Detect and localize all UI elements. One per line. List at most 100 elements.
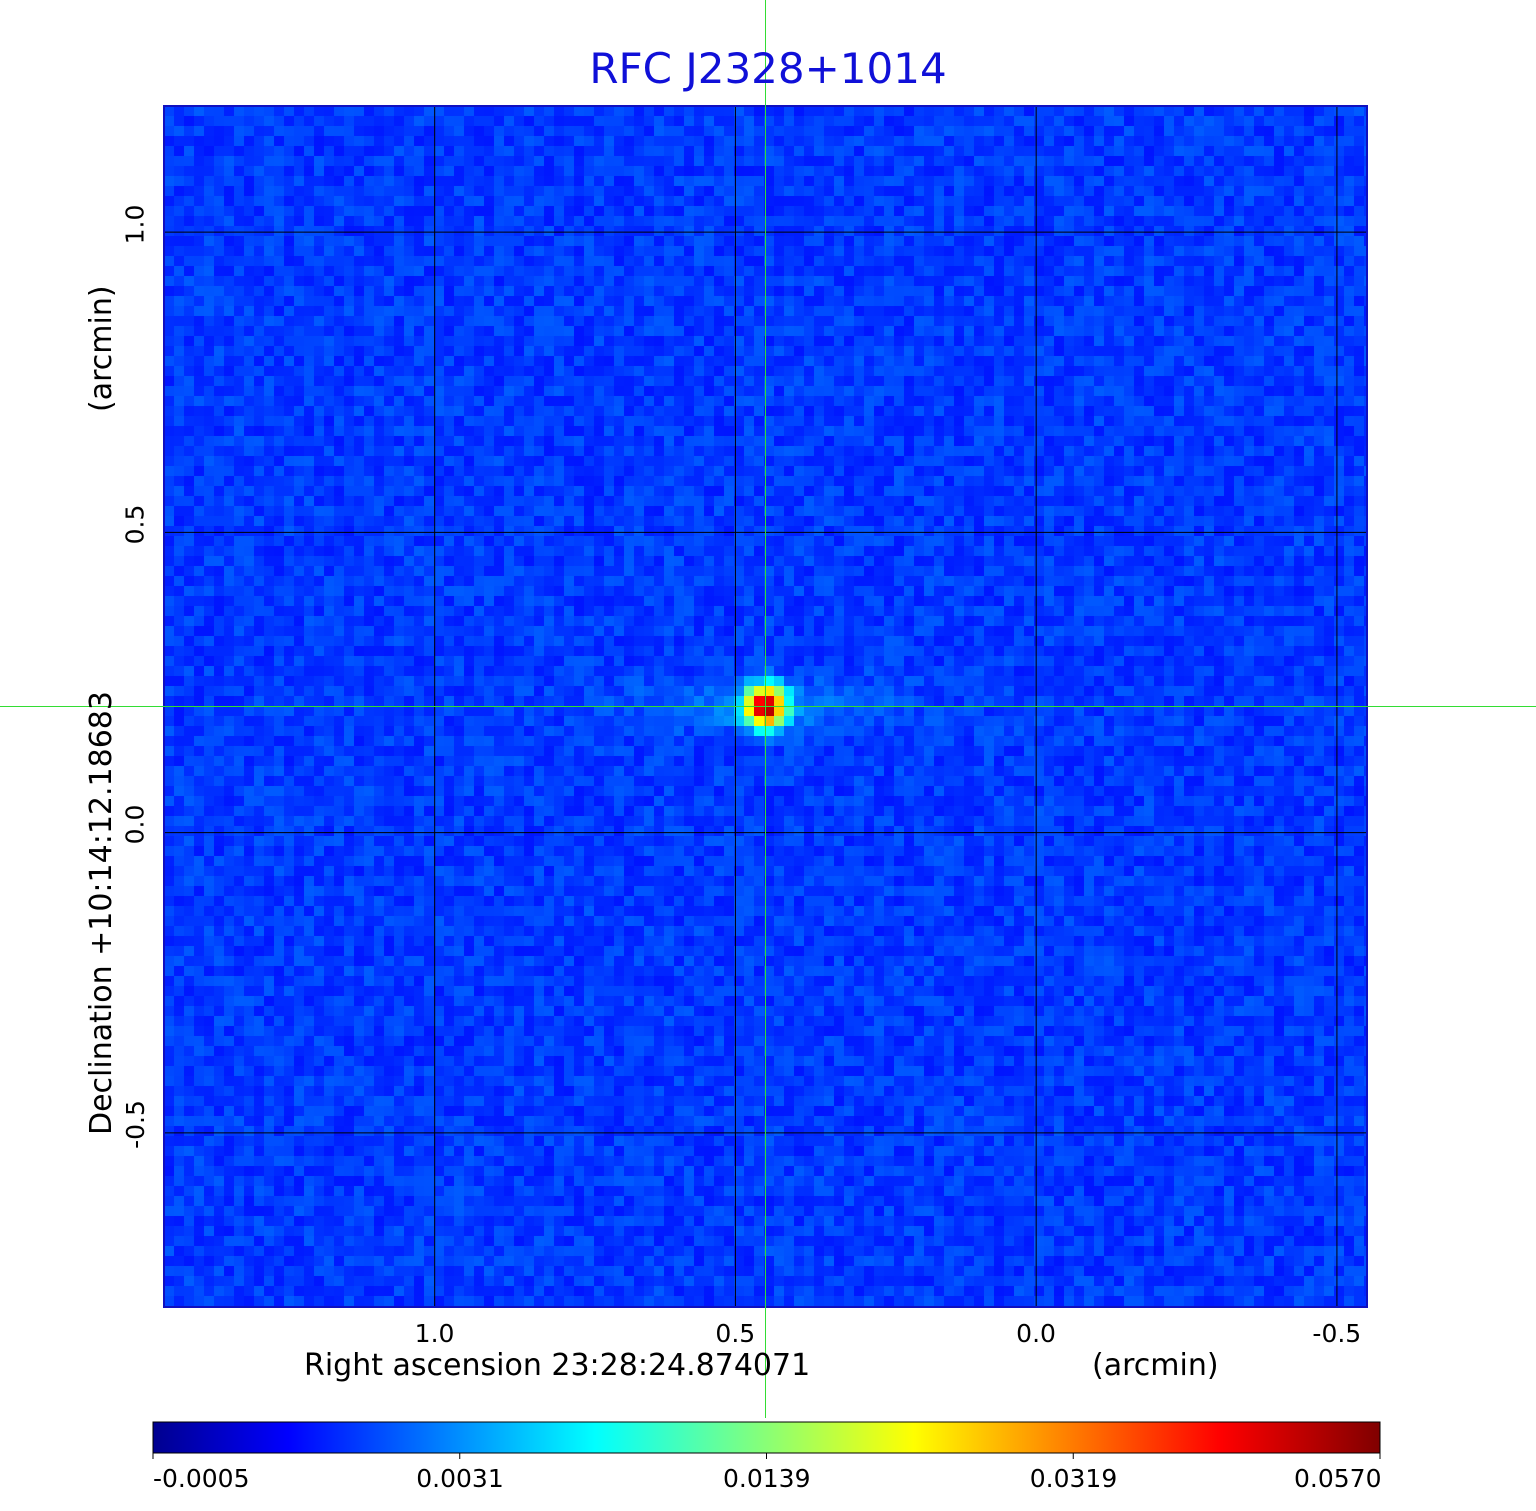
heatmap-cell <box>1164 376 1174 386</box>
heatmap-cell <box>1134 316 1144 326</box>
heatmap-cell <box>1234 316 1244 326</box>
heatmap-cell <box>1154 106 1164 116</box>
heatmap-cell <box>484 256 494 266</box>
heatmap-cell <box>1014 146 1024 156</box>
heatmap-cell <box>274 416 284 426</box>
heatmap-cell <box>984 216 994 226</box>
heatmap-cell <box>574 486 584 496</box>
heatmap-cell <box>494 306 504 316</box>
heatmap-cell <box>1254 146 1264 156</box>
heatmap-cell <box>1024 276 1034 286</box>
heatmap-cell <box>874 466 884 476</box>
heatmap-cell <box>1344 376 1354 386</box>
heatmap-cell <box>354 376 364 386</box>
heatmap-cell <box>584 196 594 206</box>
heatmap-cell <box>1334 236 1344 246</box>
heatmap-cell <box>804 166 814 176</box>
heatmap-cell <box>374 196 384 206</box>
heatmap-cell <box>1164 136 1174 146</box>
heatmap-cell <box>1214 456 1224 466</box>
heatmap-cell <box>604 506 614 516</box>
heatmap-cell <box>254 256 264 266</box>
heatmap-cell <box>724 466 734 476</box>
heatmap-cell <box>584 376 594 386</box>
heatmap-cell <box>234 496 244 506</box>
heatmap-cell <box>1104 406 1114 416</box>
heatmap-cell <box>824 276 834 286</box>
heatmap-cell <box>554 156 564 166</box>
heatmap-cell <box>294 446 304 456</box>
heatmap-cell <box>334 496 344 506</box>
heatmap-cell <box>714 186 724 196</box>
heatmap-cell <box>1354 466 1364 476</box>
heatmap-cell <box>1194 326 1204 336</box>
heatmap-cell <box>274 336 284 346</box>
heatmap-cell <box>324 416 334 426</box>
heatmap-cell <box>354 306 364 316</box>
heatmap-cell <box>654 356 664 366</box>
heatmap-cell <box>184 116 194 126</box>
heatmap-cell <box>944 316 954 326</box>
heatmap-cell <box>684 266 694 276</box>
heatmap-cell <box>964 296 974 306</box>
heatmap-cell <box>604 256 614 266</box>
heatmap-cell <box>634 136 644 146</box>
heatmap-cell <box>594 196 604 206</box>
heatmap-cell <box>1234 426 1244 436</box>
heatmap-cell <box>1134 246 1144 256</box>
heatmap-cell <box>544 176 554 186</box>
heatmap-cell <box>1304 446 1314 456</box>
heatmap-cell <box>1294 226 1304 236</box>
heatmap-cell <box>1294 326 1304 336</box>
heatmap-cell <box>864 226 874 236</box>
heatmap-cell <box>564 356 574 366</box>
heatmap-cell <box>294 236 304 246</box>
heatmap-cell <box>1354 206 1364 216</box>
heatmap-cell <box>1124 416 1134 426</box>
heatmap-cell <box>724 256 734 266</box>
heatmap-cell <box>1174 256 1184 266</box>
heatmap-cell <box>1014 416 1024 426</box>
heatmap-cell <box>794 396 804 406</box>
heatmap-cell <box>674 386 684 396</box>
heatmap-cell <box>1354 176 1364 186</box>
heatmap-cell <box>334 456 344 466</box>
heatmap-cell <box>664 106 674 116</box>
heatmap-cell <box>1354 246 1364 256</box>
heatmap-cell <box>1324 406 1334 416</box>
heatmap-cell <box>1244 236 1254 246</box>
heatmap-cell <box>964 316 974 326</box>
heatmap-cell <box>484 456 494 466</box>
heatmap-cell <box>514 336 524 346</box>
heatmap-cell <box>364 156 374 166</box>
heatmap-cell <box>844 166 854 176</box>
heatmap-cell <box>1324 236 1334 246</box>
heatmap-cell <box>1144 186 1154 196</box>
heatmap-cell <box>804 156 814 166</box>
heatmap-cell <box>1034 106 1044 116</box>
heatmap-cell <box>194 376 204 386</box>
heatmap-cell <box>604 456 614 466</box>
heatmap-cell <box>1084 166 1094 176</box>
heatmap-cell <box>324 516 334 526</box>
heatmap-cell <box>514 236 524 246</box>
heatmap-cell <box>514 516 524 526</box>
heatmap-cell <box>694 186 704 196</box>
heatmap-cell <box>1034 506 1044 516</box>
heatmap-cell <box>784 136 794 146</box>
heatmap-cell <box>204 276 214 286</box>
heatmap-cell <box>254 436 264 446</box>
heatmap-cell <box>1034 476 1044 486</box>
heatmap-cell <box>634 206 644 216</box>
heatmap-cell <box>644 156 654 166</box>
heatmap-cell <box>864 396 874 406</box>
heatmap-cell <box>1014 246 1024 256</box>
heatmap-cell <box>844 186 854 196</box>
heatmap-cell <box>764 106 774 116</box>
heatmap-cell <box>634 296 644 306</box>
heatmap-cell <box>1154 326 1164 336</box>
heatmap-cell <box>824 236 834 246</box>
heatmap-cell <box>974 206 984 216</box>
heatmap-cell <box>414 456 424 466</box>
heatmap-cell <box>714 326 724 336</box>
